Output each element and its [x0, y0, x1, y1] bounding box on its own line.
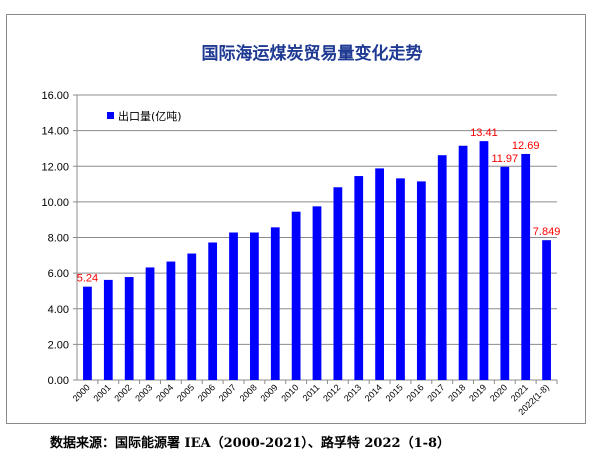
- bar: [229, 232, 238, 380]
- bar: [333, 187, 343, 380]
- chart-frame: 国际海运煤炭贸易量变化走势 0.00 2.00 4.00 6.00 8.00 10.00 12…: [6, 14, 586, 424]
- data-label: 12.69: [512, 140, 540, 152]
- y-tick-label: 2.00: [48, 339, 69, 351]
- x-tick-label: 2004: [154, 382, 175, 403]
- bar: [187, 253, 197, 380]
- x-tick-label: 2018: [446, 382, 467, 403]
- y-tick-label: 6.00: [48, 268, 69, 280]
- y-tick-label: 14.00: [41, 126, 69, 138]
- bar: [145, 267, 155, 380]
- x-tick-label: 2020: [488, 382, 509, 403]
- bar: [396, 178, 405, 380]
- data-label: 7.849: [533, 226, 561, 238]
- bar-chart: 国际海运煤炭贸易量变化走势 0.00 2.00 4.00 6.00 8.00 10.00 12…: [41, 43, 561, 417]
- chart-title: 国际海运煤炭贸易量变化走势: [202, 43, 423, 64]
- bar: [479, 141, 489, 380]
- bar: [500, 166, 510, 380]
- bar: [375, 168, 384, 380]
- x-tick-label: 2008: [238, 382, 259, 403]
- x-tick-label: 2011: [301, 382, 322, 403]
- y-tick-label: 10.00: [41, 197, 69, 209]
- x-tick-label: 2010: [279, 382, 300, 403]
- bar: [208, 242, 218, 380]
- x-tick-label: 2013: [342, 382, 363, 403]
- y-tick-label: 12.00: [41, 161, 69, 173]
- bar: [83, 286, 92, 380]
- x-tick-label: 2017: [425, 382, 446, 403]
- bar: [250, 232, 259, 380]
- legend-swatch: [107, 112, 114, 119]
- bar: [103, 279, 113, 380]
- bar: [124, 277, 134, 380]
- bar: [437, 155, 447, 380]
- x-tick-label: 2014: [363, 382, 384, 403]
- data-label: 5.24: [77, 273, 98, 285]
- legend-label: 出口量(亿吨): [118, 109, 182, 123]
- bar: [458, 145, 468, 380]
- x-tick-label: 2019: [467, 382, 488, 403]
- bar: [521, 153, 531, 380]
- x-tick-label: 2006: [196, 382, 217, 403]
- bar: [166, 261, 176, 380]
- data-label: 11.97: [491, 153, 518, 165]
- x-tick-label: 2000: [71, 382, 92, 403]
- x-tick-label: 2005: [175, 382, 196, 403]
- x-tick-label: 2007: [217, 382, 238, 403]
- data-label: 13.41: [470, 127, 498, 139]
- x-tick-label: 2015: [384, 382, 405, 403]
- x-tick-label: 2003: [133, 382, 154, 403]
- x-tick-label: 2001: [91, 382, 112, 403]
- bar: [542, 240, 551, 380]
- y-tick-label: 4.00: [48, 304, 69, 316]
- x-tick-label: 2012: [321, 382, 342, 403]
- bar: [291, 211, 301, 380]
- y-tick-label: 16.00: [41, 90, 69, 102]
- y-tick-label: 0.00: [48, 375, 69, 387]
- y-tick-label: 8.00: [48, 233, 69, 245]
- bar: [270, 227, 280, 380]
- bar: [354, 176, 364, 380]
- x-tick-label: 2002: [112, 382, 133, 403]
- bar: [416, 181, 426, 380]
- source-note: 数据来源：国际能源署 IEA（2000-2021）、路孚特 2022（1-8）: [50, 436, 451, 451]
- bar: [312, 206, 322, 380]
- x-tick-label: 2009: [258, 382, 279, 403]
- x-tick-label: 2016: [405, 382, 426, 403]
